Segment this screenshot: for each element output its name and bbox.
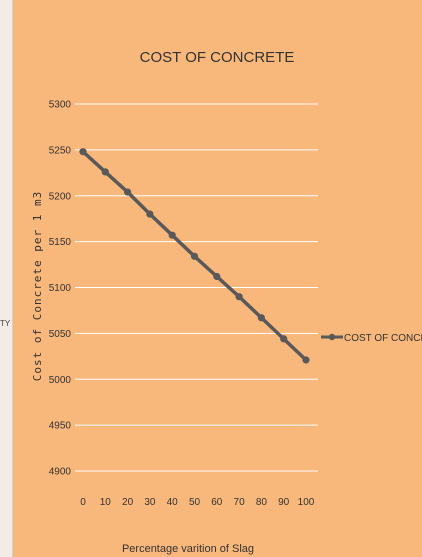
y-axis-label: Cost of Concrete per 1 m3 (31, 191, 44, 382)
y-tick-label: 5050 (49, 329, 72, 340)
y-tick-labels: 4900 4950 5000 5050 5100 5150 5200 5250 5300 (49, 100, 72, 478)
data-point (124, 188, 132, 196)
y-tick-label: 5100 (49, 283, 72, 294)
y-tick-label: 5000 (49, 375, 72, 386)
x-tick-label: 50 (189, 497, 201, 508)
data-point (190, 252, 199, 260)
data-point (79, 148, 87, 156)
data-point (213, 272, 221, 281)
x-tick-labels: 0 10 20 30 40 50 60 70 80 90 100 (80, 497, 315, 508)
x-tick-label: 60 (211, 497, 223, 508)
chart-title: COST OF CONCRETE (140, 49, 295, 66)
data-point (168, 231, 176, 239)
data-point (235, 293, 243, 301)
data-point (302, 356, 310, 364)
data-point (146, 210, 154, 218)
y-tick-label: 5250 (49, 145, 72, 156)
x-tick-label: 30 (144, 497, 156, 508)
legend: COST OF CONCRETE (321, 333, 422, 344)
x-tick-label: 20 (122, 497, 134, 508)
data-points (79, 148, 310, 364)
chart-panel: COST OF CONCRETE 4900 4950 5000 5050 5100 515… (13, 0, 422, 557)
y-tick-label: 5300 (49, 100, 72, 111)
legend-label: COST OF CONCRETE (344, 333, 422, 344)
left-panel-edge: TY (0, 0, 13, 557)
y-tick-label: 5200 (49, 191, 72, 202)
x-tick-label: 10 (100, 497, 112, 508)
x-tick-label: 70 (234, 497, 246, 508)
x-tick-label: 40 (167, 497, 179, 508)
grid-lines (75, 103, 318, 472)
y-tick-label: 5150 (49, 237, 72, 248)
data-point (280, 335, 288, 343)
data-point (101, 168, 109, 176)
x-tick-label: 100 (298, 497, 315, 508)
legend-point-marker (328, 333, 336, 341)
data-point (257, 314, 265, 322)
x-tick-label: 90 (278, 497, 290, 508)
x-tick-label: 0 (80, 497, 86, 508)
line-chart: COST OF CONCRETE 4900 4950 5000 5050 5100 515… (31, 49, 422, 555)
y-tick-label: 4950 (49, 421, 72, 432)
left-panel-text: TY (0, 319, 11, 328)
x-tick-label: 80 (256, 497, 268, 508)
x-axis-label: Percentage varition of Slag (122, 543, 254, 555)
y-tick-label: 4900 (49, 467, 72, 478)
